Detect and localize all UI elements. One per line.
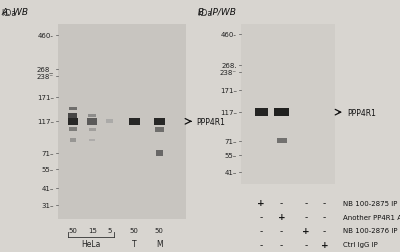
Bar [154, 118, 165, 125]
Text: -: - [280, 198, 283, 207]
Text: -: - [280, 226, 283, 235]
Bar [88, 118, 97, 125]
Text: 460-: 460- [221, 32, 237, 38]
Text: 55–: 55– [42, 167, 54, 172]
Bar [129, 118, 140, 125]
Text: 238⁻: 238⁻ [37, 74, 54, 80]
Text: 171–: 171– [37, 95, 54, 101]
Text: PPP4R1: PPP4R1 [347, 108, 376, 117]
Text: -: - [260, 240, 263, 249]
Bar [156, 150, 163, 156]
Bar [106, 120, 113, 124]
Text: kDa: kDa [1, 9, 16, 18]
Text: A. WB: A. WB [2, 8, 29, 17]
Bar [155, 128, 164, 132]
Bar [277, 138, 287, 144]
Text: 71–: 71– [41, 150, 54, 156]
Text: Another PP4R1 Ab: Another PP4R1 Ab [343, 214, 400, 220]
Text: -: - [280, 240, 283, 249]
Text: 31–: 31– [41, 203, 54, 209]
Text: NB 100-2876 IP: NB 100-2876 IP [343, 228, 397, 234]
Text: -: - [304, 212, 308, 221]
Bar [241, 25, 335, 184]
Text: -: - [304, 198, 308, 207]
Bar [89, 139, 95, 142]
Text: +: + [321, 240, 328, 249]
Text: HeLa: HeLa [82, 239, 101, 248]
Text: 41–: 41– [224, 169, 237, 175]
Bar [274, 108, 289, 117]
Bar [68, 114, 78, 118]
Text: +: + [258, 198, 265, 207]
Text: 171–: 171– [220, 88, 237, 94]
Text: 55–: 55– [224, 153, 237, 159]
Text: T: T [132, 239, 137, 248]
Text: 15: 15 [88, 227, 96, 233]
Bar [69, 107, 77, 111]
Text: -: - [260, 212, 263, 221]
Text: 268_: 268_ [37, 66, 54, 73]
Bar [255, 109, 268, 117]
Text: -: - [323, 198, 326, 207]
Text: NB 100-2875 IP: NB 100-2875 IP [343, 200, 397, 206]
Bar [70, 139, 76, 142]
Text: 5: 5 [107, 227, 112, 233]
Bar [68, 118, 78, 125]
Text: +: + [302, 226, 310, 235]
Bar [88, 114, 96, 118]
Text: -: - [260, 226, 263, 235]
Text: 117–: 117– [37, 119, 54, 125]
Text: +: + [278, 212, 286, 221]
Text: 117–: 117– [220, 110, 237, 116]
Text: -: - [323, 226, 326, 235]
Text: B. IP/WB: B. IP/WB [198, 8, 236, 17]
Text: 50: 50 [68, 227, 77, 233]
Bar [58, 25, 186, 219]
Text: M: M [156, 239, 163, 248]
Text: -: - [304, 240, 308, 249]
Text: 71–: 71– [224, 138, 237, 144]
Text: 460-: 460- [38, 33, 54, 39]
Text: 41–: 41– [41, 185, 54, 191]
Text: 268.: 268. [221, 62, 237, 69]
Text: -: - [323, 212, 326, 221]
Text: PPP4R1: PPP4R1 [196, 117, 225, 126]
Text: 50: 50 [155, 227, 164, 233]
Text: Ctrl IgG IP: Ctrl IgG IP [343, 241, 378, 247]
Bar [69, 128, 77, 132]
Bar [89, 128, 96, 132]
Text: 238⁻: 238⁻ [220, 69, 237, 75]
Text: kDa: kDa [197, 9, 212, 18]
Text: 50: 50 [130, 227, 139, 233]
